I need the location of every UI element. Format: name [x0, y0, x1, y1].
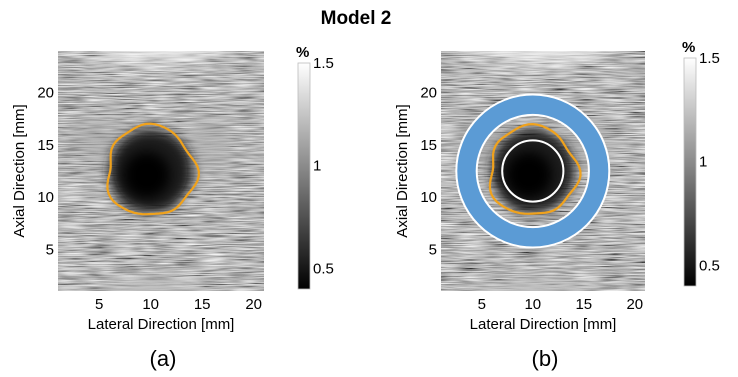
- x-tick-label: 20: [626, 296, 643, 313]
- inclusion-roi-circle: [501, 139, 565, 203]
- y-tick-label: 10: [420, 189, 437, 206]
- colorbar-tick-label: 1.5: [313, 55, 334, 72]
- colorbar-tick-label: 1: [313, 158, 321, 175]
- colorbar-tick-label: 0.5: [699, 257, 720, 274]
- y-axis-label: Axial Direction [mm]: [394, 104, 411, 237]
- y-tick-label: 20: [420, 85, 437, 102]
- colorbar-unit: %: [682, 39, 695, 56]
- x-tick-label: 10: [142, 296, 159, 313]
- panel-a: 5 10 15 20 5 10 15 20 Lateral Direction [mm] Axia…: [11, 44, 334, 371]
- ring-outer-boundary: [455, 93, 611, 249]
- bright-blob: [95, 51, 223, 63]
- strain-image: [58, 51, 264, 291]
- bright-blob: [477, 51, 605, 63]
- x-tick-label: 20: [245, 296, 262, 313]
- bright-blob: [76, 115, 117, 167]
- colorbar: [297, 62, 311, 290]
- figure-title: Model 2: [321, 8, 392, 29]
- y-tick-label: 15: [37, 137, 54, 154]
- x-axis-label: Lateral Direction [mm]: [470, 316, 617, 333]
- y-tick-label: 15: [420, 137, 437, 154]
- bright-blob: [477, 276, 589, 291]
- panel-label: (b): [532, 346, 559, 371]
- x-tick-label: 15: [194, 296, 211, 313]
- y-tick-label: 20: [37, 85, 54, 102]
- y-axis-label: Axial Direction [mm]: [11, 104, 28, 237]
- dark-inclusion-core: [505, 151, 553, 199]
- inclusion-contour: [106, 122, 200, 216]
- colorbar-tick-label: 1.5: [699, 50, 720, 67]
- inclusion-contour: [488, 122, 582, 215]
- x-tick-label: 15: [575, 296, 592, 313]
- panel-b: 5 10 15 20 5 10 15 20 Lateral Direction [mm] Axia…: [394, 39, 720, 371]
- dark-inclusion-core: [123, 151, 171, 199]
- colorbar-tick-label: 0.5: [313, 260, 334, 277]
- panel-label: (a): [150, 346, 177, 371]
- bright-blob: [95, 276, 207, 291]
- x-tick-label: 10: [524, 296, 541, 313]
- x-tick-label: 5: [95, 296, 103, 313]
- y-tick-label: 5: [46, 241, 54, 258]
- ring-inner-boundary: [475, 113, 590, 229]
- colorbar-unit: %: [296, 44, 309, 61]
- x-axis-label: Lateral Direction [mm]: [88, 316, 235, 333]
- background-ring: [456, 94, 610, 248]
- x-tick-label: 5: [478, 296, 486, 313]
- y-tick-label: 10: [37, 189, 54, 206]
- colorbar: [683, 57, 697, 287]
- y-tick-label: 5: [429, 241, 437, 258]
- colorbar-tick-label: 1: [699, 154, 707, 171]
